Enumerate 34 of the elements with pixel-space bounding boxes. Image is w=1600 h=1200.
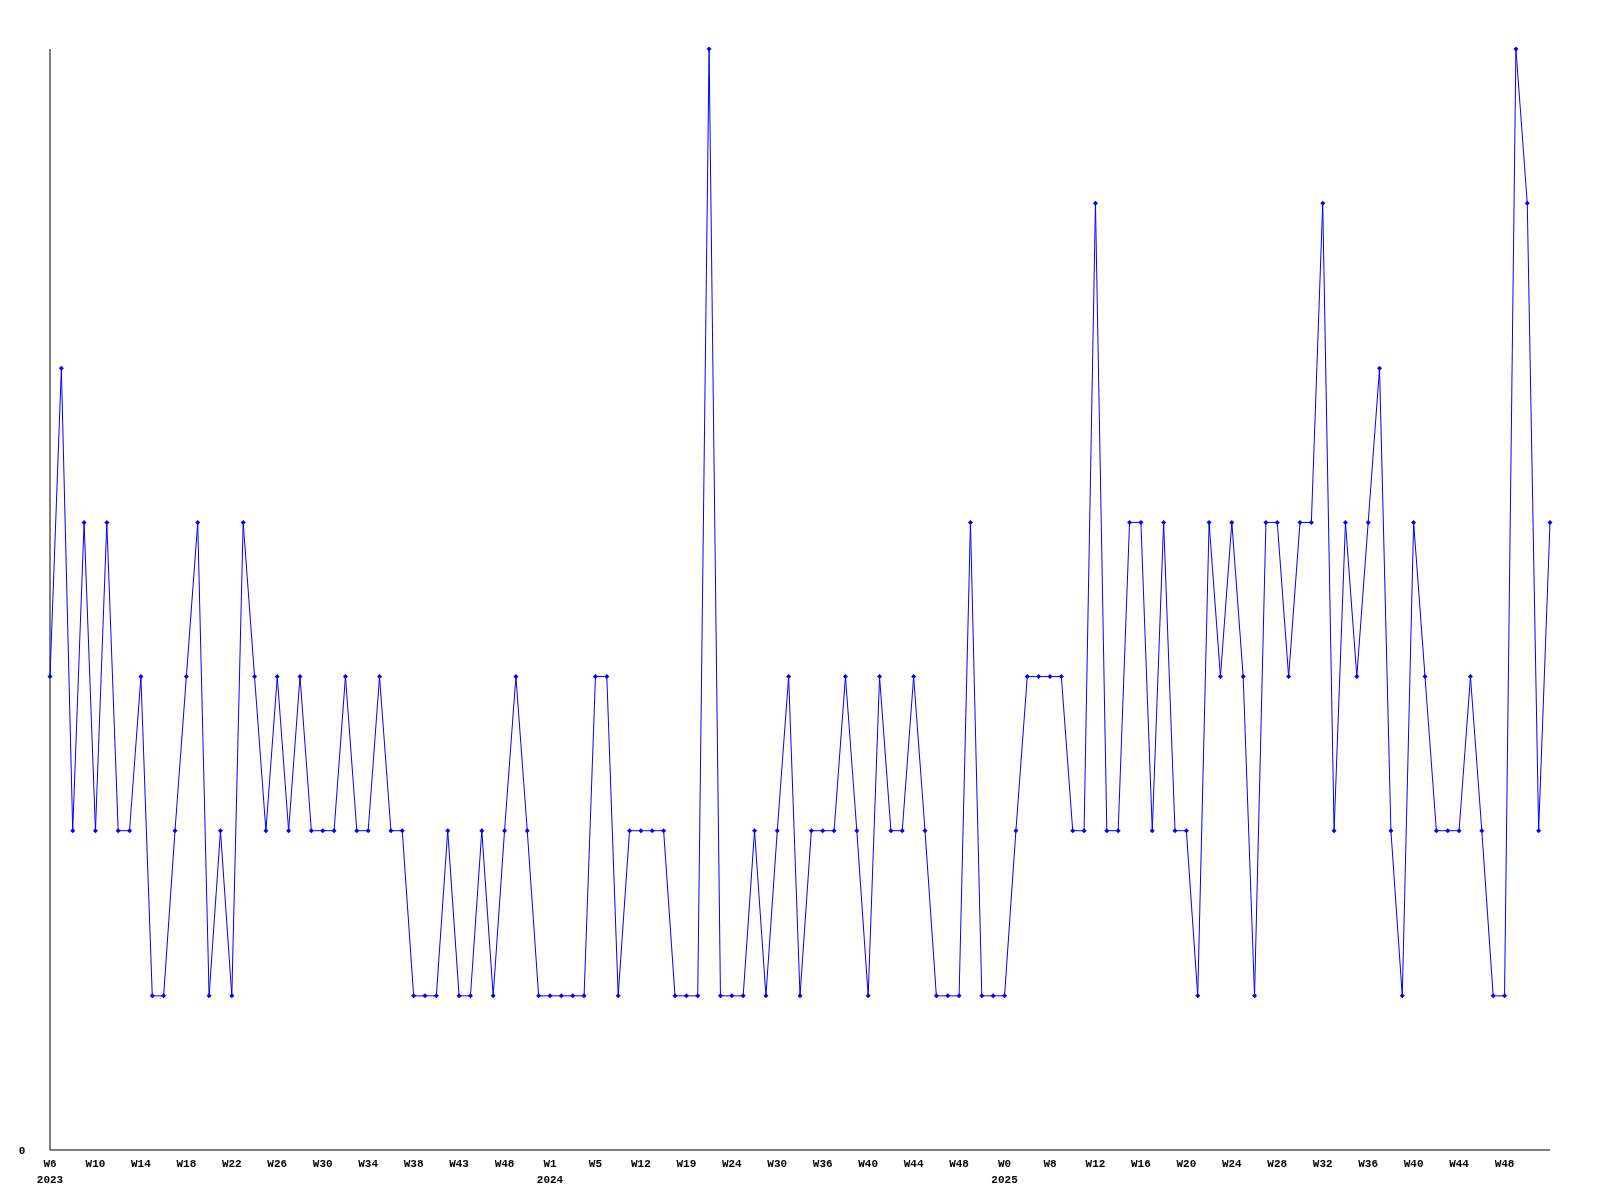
x-tick-label: W5 [588,1158,603,1170]
x-tick-label: W12 [631,1158,651,1170]
x-tick-label: W24 [1221,1158,1243,1170]
x-tick-label: W28 [1267,1158,1288,1170]
x-tick-label: W24 [721,1158,743,1170]
x-tick-label: W1 2024 [536,1158,564,1186]
x-tick-label: W48 [494,1158,515,1170]
text: 0 [18,1145,26,1157]
x-tick-label: W48 [1494,1158,1515,1170]
x-tick-label: W36 [812,1158,833,1170]
x-tick-label: W44 [903,1158,924,1170]
x-tick-label: W14 [131,1158,152,1170]
x-tick-label: W40 [858,1158,879,1170]
x-tick-label: W30 [312,1158,333,1170]
x-tick-label: W34 [358,1158,379,1170]
x-tick-label: W44 [1449,1158,1470,1170]
x-tick-label: W43 [449,1158,470,1170]
x-tick-label: W32 [1312,1158,1333,1170]
x-tick-label: W36 [1358,1158,1379,1170]
x-tick-label: W20 [1176,1158,1197,1170]
x-tick-label: W16 [1131,1158,1151,1170]
x-tick-label: W26 [267,1158,288,1170]
x-tick-label: W12 [1085,1158,1106,1170]
x-tick-label: W30 [767,1158,788,1170]
x-tick-label: W6 2023 [36,1158,64,1186]
x-tick-label: W38 [403,1158,424,1170]
x-tick-label: W10 [85,1158,106,1170]
x-tick-label: W18 [176,1158,197,1170]
x-tick-label: W8 [1043,1158,1057,1170]
x-tick-label: W40 [1403,1158,1424,1170]
x-tick-label: W0 2025 [991,1158,1019,1186]
x-tick-label: W48 [949,1158,970,1170]
x-tick-label: W19 [676,1158,697,1170]
x-tick-label: W22 [221,1158,242,1170]
